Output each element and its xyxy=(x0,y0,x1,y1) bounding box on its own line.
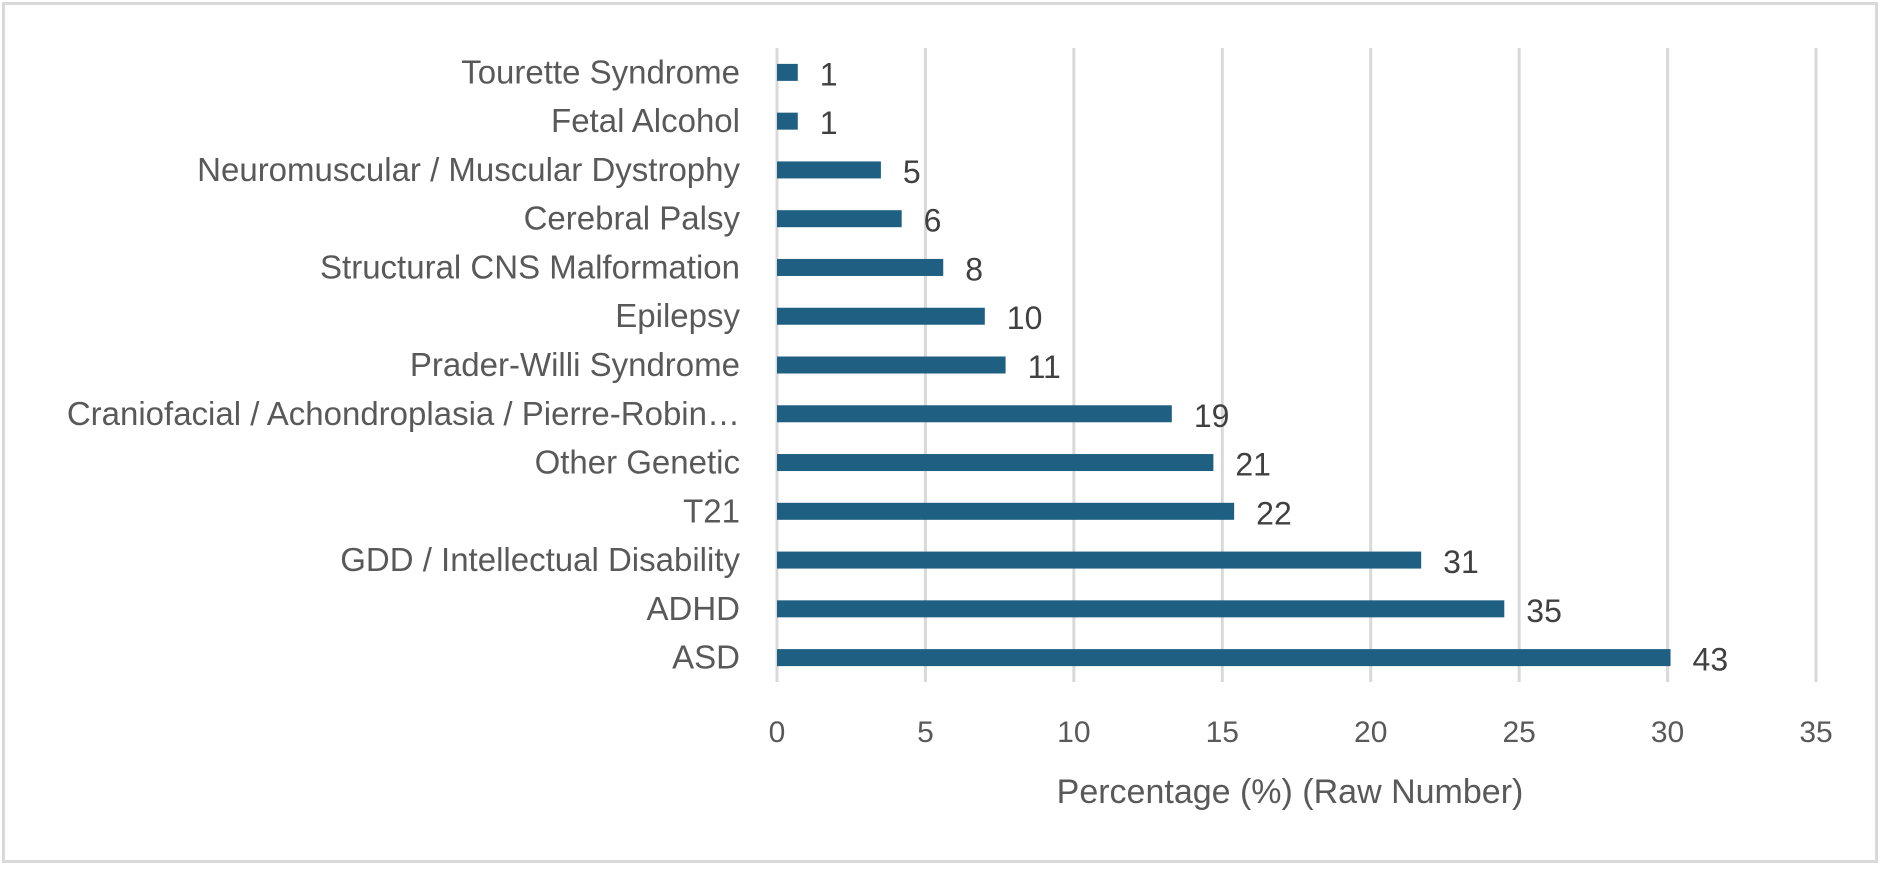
data-label: 6 xyxy=(924,203,942,239)
bar xyxy=(777,112,798,130)
x-tick-label: 10 xyxy=(1057,716,1090,749)
data-label: 10 xyxy=(1007,300,1043,336)
x-tick-labels: 0 5 10 15 20 25 30 35 xyxy=(769,716,1833,749)
category-label: Neuromuscular / Muscular Dystrophy xyxy=(197,151,740,188)
bar xyxy=(777,161,881,179)
x-tick-label: 30 xyxy=(1651,716,1684,749)
category-label: Other Genetic xyxy=(535,444,740,481)
bar xyxy=(777,405,1172,423)
x-tick-label: 15 xyxy=(1206,716,1239,749)
x-tick-label: 5 xyxy=(917,716,934,749)
data-label: 22 xyxy=(1256,495,1292,531)
category-label: Epilepsy xyxy=(615,297,740,334)
gridlines xyxy=(775,48,1818,682)
category-label: Tourette Syndrome xyxy=(461,53,740,90)
bar xyxy=(777,454,1214,472)
bar xyxy=(777,600,1505,618)
data-label: 8 xyxy=(965,251,983,287)
data-label: 1 xyxy=(820,105,838,141)
bar xyxy=(777,258,944,276)
x-tick-label: 20 xyxy=(1354,716,1387,749)
bar xyxy=(777,502,1235,520)
category-label: ADHD xyxy=(646,590,740,627)
x-tick-label: 0 xyxy=(769,716,786,749)
data-label: 11 xyxy=(1028,349,1061,385)
data-label: 19 xyxy=(1194,398,1230,434)
category-label: Structural CNS Malformation xyxy=(320,248,740,285)
data-label: 43 xyxy=(1693,642,1729,678)
bar xyxy=(777,210,902,228)
category-label: Fetal Alcohol xyxy=(551,102,740,139)
bars xyxy=(777,63,1671,667)
data-label: 5 xyxy=(903,154,921,190)
category-label: GDD / Intellectual Disability xyxy=(340,541,740,578)
category-label: ASD xyxy=(672,639,740,676)
bar xyxy=(777,307,985,325)
x-tick-label: 25 xyxy=(1502,716,1535,749)
category-label: Cerebral Palsy xyxy=(524,200,741,237)
category-label: T21 xyxy=(683,492,740,529)
bar xyxy=(777,63,798,81)
bar xyxy=(777,551,1422,569)
category-label: Craniofacial / Achondroplasia / Pierre-R… xyxy=(67,395,740,432)
x-axis-title: Percentage (%) (Raw Number) xyxy=(1057,773,1524,811)
data-label: 35 xyxy=(1526,593,1562,629)
data-label: 1 xyxy=(820,56,838,92)
data-label: 21 xyxy=(1235,447,1271,483)
bar xyxy=(777,649,1671,667)
category-label: Prader-Willi Syndrome xyxy=(410,346,740,383)
category-labels: Tourette Syndrome Fetal Alcohol Neuromuscu… xyxy=(67,53,741,675)
data-label: 31 xyxy=(1443,544,1479,580)
x-tick-label: 35 xyxy=(1799,716,1832,749)
bar xyxy=(777,356,1006,374)
